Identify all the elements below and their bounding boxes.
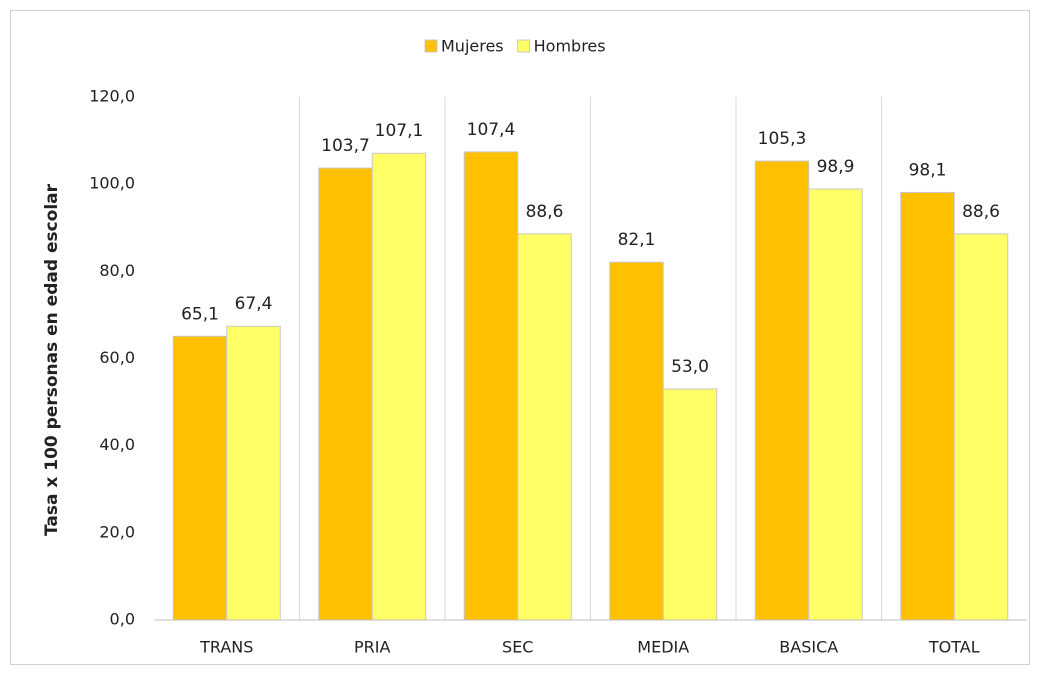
bar	[463, 151, 519, 621]
data-label: 88,6	[526, 202, 564, 222]
legend-label: Mujeres	[441, 37, 504, 56]
data-label: 88,6	[962, 202, 1000, 222]
bar	[517, 233, 572, 621]
data-label: 82,1	[618, 230, 656, 250]
y-tick-label: 100,0	[89, 174, 135, 193]
x-tick-label: TRANS	[199, 638, 253, 657]
y-tick-label: 40,0	[99, 435, 135, 454]
legend-swatch	[517, 39, 531, 53]
x-tick-label: BASICA	[779, 638, 838, 657]
data-label: 98,9	[817, 157, 855, 177]
x-tick-label: MEDIA	[637, 638, 689, 657]
y-axis-title: Tasa x 100 personas en edad escolar	[42, 183, 62, 536]
data-label: 107,1	[375, 121, 424, 141]
data-label: 107,4	[467, 120, 516, 140]
bar	[318, 167, 373, 621]
bar	[371, 152, 427, 621]
y-tick-label: 20,0	[99, 522, 135, 541]
x-tick-label: SEC	[502, 638, 533, 657]
data-label: 67,4	[235, 294, 273, 314]
y-tick-label: 60,0	[99, 348, 135, 367]
bar	[226, 325, 281, 621]
bar	[808, 188, 863, 621]
bar	[172, 335, 228, 621]
y-tick-label: 80,0	[99, 261, 135, 280]
bar	[754, 160, 810, 621]
data-label: 53,0	[671, 357, 709, 377]
bar	[900, 191, 955, 621]
y-tick-label: 0,0	[110, 610, 135, 629]
x-tick-label: PRIA	[354, 638, 390, 657]
y-tick-label: 120,0	[89, 87, 135, 106]
data-label: 65,1	[181, 304, 219, 324]
legend-swatch	[424, 39, 438, 53]
bar	[953, 233, 1009, 621]
bar	[609, 261, 664, 621]
data-label: 98,1	[909, 160, 947, 180]
bar	[662, 388, 718, 621]
data-label: 105,3	[758, 129, 807, 149]
data-label: 103,7	[321, 136, 370, 156]
legend-label: Hombres	[534, 37, 606, 56]
x-tick-label: TOTAL	[928, 638, 980, 657]
